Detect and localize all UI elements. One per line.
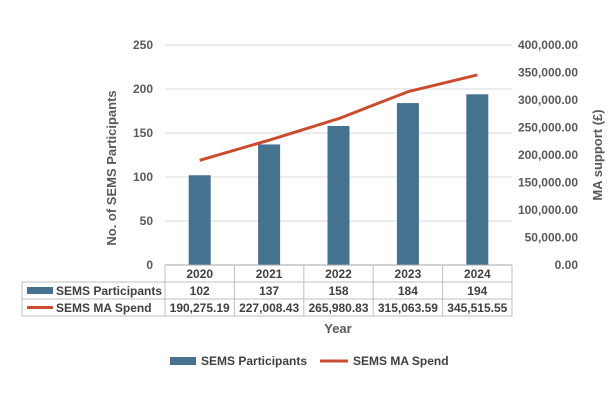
right-axis-ticks: 0.00 50,000.00 100,000.00 150,000.00 200,000… [518,38,578,272]
x-tick-label: 2022 [325,267,352,281]
y2-tick-label: 150,000.00 [518,176,578,190]
y2-tick-label: 300,000.00 [518,93,578,107]
data-table: 2020 2021 2022 2023 2024 SEMS Participants 102… [21,264,513,317]
data-label: 227,008.43 [239,301,299,315]
bar-series [188,94,489,266]
x-tick-label: 2024 [464,267,491,281]
y-tick-label: 0 [146,258,153,272]
data-label: 265,980.83 [308,301,368,315]
y-tick-label: 150 [133,126,153,140]
data-label: 190,275.19 [170,301,230,315]
y2-tick-label: 350,000.00 [518,66,578,80]
y-tick-label: 200 [133,82,153,96]
legend-label: SEMS MA Spend [353,354,449,368]
table-legend-key [27,287,53,294]
y-tick-label: 100 [133,170,153,184]
table-row-label: SEMS MA Spend [56,301,152,315]
y2-tick-label: 200,000.00 [518,148,578,162]
data-label: 137 [259,284,279,298]
y2-axis-title: MA support (£) [590,109,605,200]
line-series [199,73,478,162]
bar [327,125,350,266]
x-axis-title: Year [324,321,351,336]
bar [396,103,419,265]
bar [466,94,489,265]
x-tick-label: 2023 [395,267,422,281]
bar [258,144,281,265]
y2-tick-label: 100,000.00 [518,203,578,217]
left-axis-ticks: 0 50 100 150 200 250 [133,38,153,272]
y2-tick-label: 50,000.00 [525,231,579,245]
legend-swatch [170,357,196,365]
y2-tick-label: 250,000.00 [518,121,578,135]
data-label: 102 [190,284,210,298]
y-tick-label: 50 [140,214,154,228]
bar [188,175,211,265]
series-line [199,73,478,162]
y-axis-title: No. of SEMS Participants [104,90,119,245]
data-label: 158 [328,284,348,298]
data-label: 184 [398,284,418,298]
data-label: 194 [467,284,487,298]
y2-tick-label: 0.00 [555,258,579,272]
x-tick-label: 2020 [186,267,213,281]
y2-tick-label: 400,000.00 [518,38,578,52]
legend-label: SEMS Participants [201,354,307,368]
y-tick-label: 250 [133,38,153,52]
legend: SEMS Participants SEMS MA Spend [170,354,449,368]
x-tick-label: 2021 [256,267,283,281]
table-row-label: SEMS Participants [56,284,162,298]
data-label: 315,063.59 [378,301,438,315]
data-label: 345,515.55 [447,301,507,315]
